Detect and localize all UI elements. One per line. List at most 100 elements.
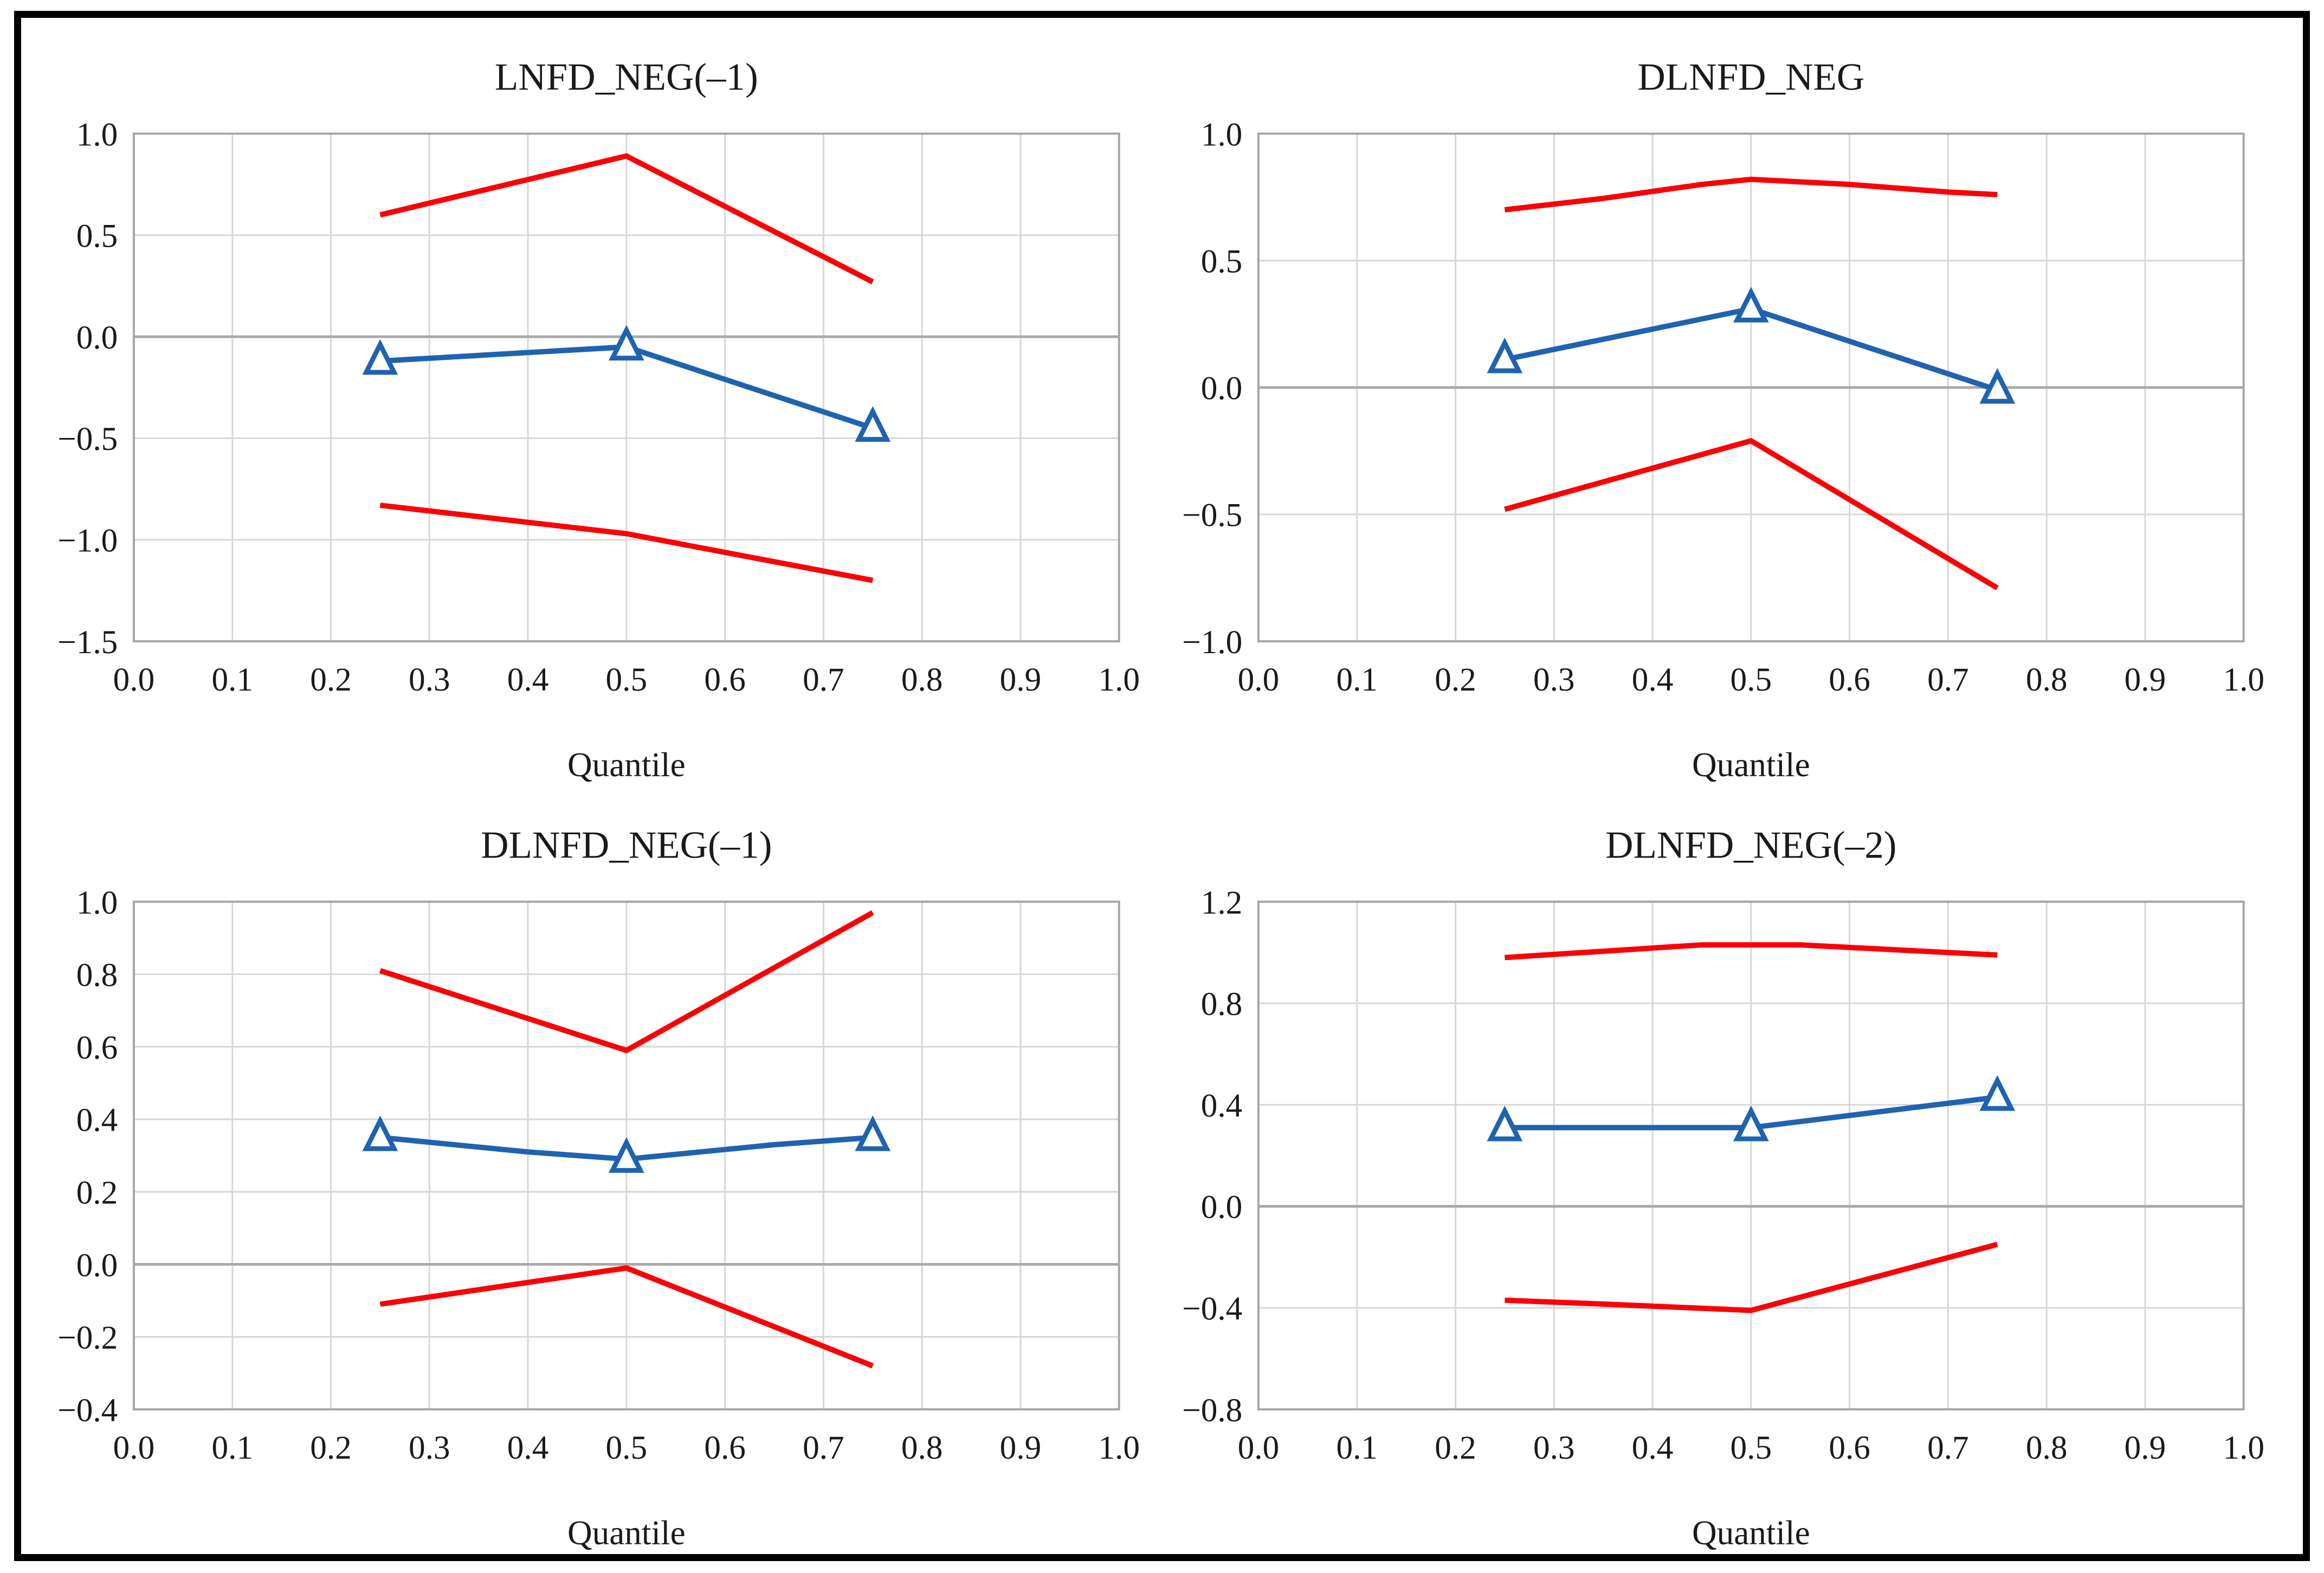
y-axis-labels: 1.2 0.8 0.4 0.0 −0.4 −0.8 <box>1182 884 1242 1429</box>
x-axis-labels: 0.0 0.1 0.2 0.3 0.4 0.5 0.6 0.7 0.8 0.9 1.0 <box>113 661 1140 698</box>
x-tick-label: 0.7 <box>1927 1429 1969 1466</box>
x-tick-label: 0.3 <box>1533 1429 1575 1466</box>
quantile-process-chart: LNFD_NEG(–1)1.00.50.0−0.5−1.0−1.50.0 0.1 0… <box>57 56 1140 784</box>
x-tick-label: 0.3 <box>409 661 450 698</box>
x-tick-label: 0.2 <box>1435 661 1476 698</box>
x-axis-title: Quantile <box>567 1514 686 1552</box>
x-axis-labels: 0.0 0.1 0.2 0.3 0.4 0.5 0.6 0.7 0.8 0.9 1.0 <box>113 1429 1140 1466</box>
x-tick-label: 0.8 <box>2026 661 2068 698</box>
x-axis-labels: 0.0 0.1 0.2 0.3 0.4 0.5 0.6 0.7 0.8 0.9 1.0 <box>1238 661 2264 698</box>
y-tick-label: 0.4 <box>1201 1087 1243 1124</box>
y-axis-labels: 1.0 0.5 0.0 −0.5 −1.0 <box>1182 116 1242 661</box>
y-tick-label: −1.5 <box>57 624 118 661</box>
x-tick-label: 0.6 <box>704 1429 746 1466</box>
x-tick-label: 0.3 <box>409 1429 450 1466</box>
x-tick-label: 0.7 <box>1927 661 1969 698</box>
y-tick-label: −1.0 <box>1182 624 1242 661</box>
lower-ci-line <box>379 1265 874 1369</box>
chart-cell-top-left: LNFD_NEG(–1) 1.0 0.5 0.0 −0.5 −1.0 −1.5 0.0 0.1 0… <box>43 27 1151 787</box>
x-tick-label: 0.0 <box>113 1429 155 1466</box>
y-tick-label: −0.2 <box>57 1319 118 1356</box>
x-tick-label: 0.9 <box>2125 661 2166 698</box>
triangle-marker <box>1733 287 1769 323</box>
x-tick-label: 0.5 <box>606 661 648 698</box>
quantile-process-chart: DLNFD_NEG(–2)1.20.80.40.0−0.4−0.80.0 0.1 0… <box>1182 824 2264 1552</box>
x-tick-label: 1.0 <box>2223 661 2264 698</box>
x-axis-title: Quantile <box>1692 1514 1810 1552</box>
vertical-gridlines <box>1356 901 2146 1409</box>
triangle-marker <box>1487 337 1523 373</box>
x-tick-label: 0.5 <box>606 1429 648 1466</box>
y-tick-label: 0.0 <box>1201 1189 1243 1226</box>
y-tick-label: 0.6 <box>76 1029 118 1066</box>
horizontal-gridlines <box>1258 260 2244 515</box>
x-tick-label: 0.0 <box>113 661 155 698</box>
x-tick-label: 0.7 <box>803 661 844 698</box>
upper-ci-line <box>1505 942 1998 960</box>
y-tick-label: 1.0 <box>1201 116 1243 153</box>
x-tick-label: 0.5 <box>1731 1429 1772 1466</box>
x-tick-label: 0.7 <box>803 1429 844 1466</box>
x-tick-label: 0.0 <box>1238 1429 1280 1466</box>
y-tick-label: 0.5 <box>76 218 118 255</box>
plot-frame <box>132 132 1120 643</box>
x-tick-label: 1.0 <box>2223 1429 2264 1466</box>
x-tick-label: 0.2 <box>310 1429 352 1466</box>
quantile-process-chart: DLNFD_NEG(–1)1.00.80.60.40.20.0−0.2−0.40… <box>57 824 1140 1552</box>
y-tick-label: 0.8 <box>1201 985 1243 1022</box>
y-tick-label: 0.0 <box>1201 370 1243 407</box>
x-tick-label: 0.1 <box>211 1429 253 1466</box>
x-tick-label: 0.8 <box>901 661 943 698</box>
lower-ci-line <box>1504 437 1999 591</box>
y-tick-label: 0.4 <box>76 1102 118 1139</box>
x-tick-label: 0.9 <box>1000 661 1042 698</box>
x-tick-label: 0.1 <box>1336 661 1378 698</box>
x-tick-label: 0.5 <box>1731 661 1772 698</box>
x-tick-label: 0.9 <box>1000 1429 1042 1466</box>
y-tick-label: −1.0 <box>57 523 118 559</box>
y-tick-label: 0.5 <box>1201 243 1243 280</box>
upper-ci-line <box>1504 176 1998 212</box>
chart-title: DLNFD_NEG(–2) <box>1605 824 1896 866</box>
vertical-gridlines <box>231 133 1022 642</box>
triangle-marker <box>362 339 398 375</box>
triangle-marker <box>1979 1075 2016 1111</box>
upper-ci-line <box>379 910 874 1054</box>
triangle-marker <box>608 1137 644 1173</box>
x-tick-label: 0.2 <box>310 661 352 698</box>
estimate-markers <box>362 1115 891 1173</box>
upper-ci-line <box>379 153 874 285</box>
chart-cell-top-right: DLNFD_NEG 1.0 0.5 0.0 −0.5 −1.0 0.0 0.1 0.2 0.3 0.… <box>1167 27 2276 787</box>
y-tick-label: 0.0 <box>76 1247 118 1284</box>
triangle-marker <box>855 1115 891 1151</box>
plot-frame <box>1257 132 2245 643</box>
x-tick-label: 0.2 <box>1435 1429 1476 1466</box>
y-tick-label: −0.5 <box>57 421 118 457</box>
estimate-markers <box>1487 1075 2016 1142</box>
lower-ci-line <box>1505 1241 1998 1313</box>
horizontal-gridlines <box>133 234 1119 541</box>
chart-cell-bottom-left: DLNFD_NEG(–1) 1.0 0.8 0.6 0.4 0.2 0.0 −0.2 −0.4 0… <box>43 795 1151 1555</box>
lower-ci-line <box>379 502 874 583</box>
x-tick-label: 0.6 <box>1829 661 1870 698</box>
horizontal-gridlines <box>133 973 1119 1338</box>
y-tick-label: −0.8 <box>1182 1392 1242 1429</box>
y-tick-label: 1.0 <box>76 116 118 153</box>
triangle-marker <box>1487 1105 1523 1142</box>
triangle-marker <box>1979 368 2016 404</box>
y-tick-label: 1.2 <box>1201 884 1243 921</box>
x-tick-label: 0.4 <box>507 661 549 698</box>
vertical-gridlines <box>231 901 1022 1409</box>
triangle-marker <box>1733 1105 1769 1142</box>
x-tick-label: 0.1 <box>1336 1429 1378 1466</box>
x-tick-label: 0.1 <box>211 661 253 698</box>
chart-title: DLNFD_NEG <box>1637 56 1864 99</box>
y-tick-label: −0.4 <box>1182 1290 1242 1327</box>
x-tick-label: 0.9 <box>2125 1429 2166 1466</box>
chart-cell-bottom-right: DLNFD_NEG(–2) 1.2 0.8 0.4 0.0 −0.4 −0.8 0.0 0.1 0… <box>1167 795 2276 1555</box>
y-tick-label: 0.8 <box>76 957 118 994</box>
estimate-markers <box>1487 287 2016 404</box>
y-tick-label: −0.5 <box>1182 497 1242 534</box>
y-tick-label: −0.4 <box>57 1392 118 1429</box>
